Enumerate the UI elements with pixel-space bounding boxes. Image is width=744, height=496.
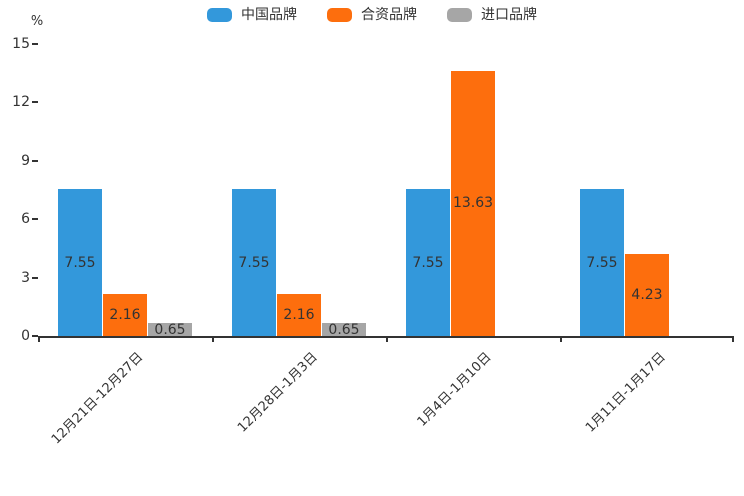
bar-value-label: 7.55 bbox=[238, 254, 270, 271]
bar-进口品牌-2[interactable] bbox=[322, 323, 366, 336]
y-tick-mark bbox=[32, 218, 38, 221]
y-tick-mark bbox=[32, 276, 38, 279]
bar-进口品牌-1[interactable] bbox=[148, 323, 192, 336]
chart-legend: 中国品牌 合资品牌 进口品牌 bbox=[0, 8, 744, 22]
y-tick-mark bbox=[32, 101, 38, 104]
x-tick-mark bbox=[732, 336, 734, 342]
y-tick-label: 0 bbox=[21, 328, 30, 344]
bar-value-label: 2.16 bbox=[109, 306, 141, 323]
bar-合资品牌-2[interactable] bbox=[277, 293, 321, 336]
x-tick-mark bbox=[560, 336, 562, 342]
x-category-label: 12月28日-1月3日 bbox=[234, 349, 321, 436]
bar-value-label: 7.55 bbox=[586, 254, 618, 271]
x-tick-mark bbox=[386, 336, 388, 342]
legend-swatch-icon bbox=[207, 8, 232, 22]
x-category-label: 12月21日-12月27日 bbox=[48, 349, 147, 448]
y-axis-unit-label: % bbox=[30, 14, 44, 29]
legend-item-1[interactable]: 中国品牌 bbox=[207, 8, 297, 22]
y-tick-mark bbox=[32, 335, 38, 337]
bar-value-label: 7.55 bbox=[64, 254, 96, 271]
bar-合资品牌-4[interactable] bbox=[625, 253, 669, 336]
x-category-label: 1月11日-1月17日 bbox=[582, 349, 669, 436]
bar-value-label: 7.55 bbox=[412, 254, 444, 271]
y-tick-mark bbox=[32, 159, 38, 162]
bar-value-label: 4.23 bbox=[631, 286, 663, 303]
bar-中国品牌-2[interactable] bbox=[232, 189, 276, 336]
bar-合资品牌-1[interactable] bbox=[103, 293, 147, 336]
legend-item-3[interactable]: 进口品牌 bbox=[447, 8, 537, 22]
bar-value-label: 2.16 bbox=[283, 306, 315, 323]
x-tick-mark bbox=[212, 336, 214, 342]
bar-value-label: 0.65 bbox=[328, 321, 360, 338]
legend-swatch-icon bbox=[447, 8, 472, 22]
legend-swatch-icon bbox=[327, 8, 352, 22]
x-category-label: 1月4日-1月10日 bbox=[414, 349, 495, 430]
y-tick-label: 6 bbox=[21, 211, 30, 228]
y-tick-mark bbox=[32, 43, 38, 45]
y-tick-label: 15 bbox=[12, 36, 30, 52]
legend-item-label: 合资品牌 bbox=[361, 7, 417, 23]
x-tick-mark bbox=[38, 336, 40, 342]
legend-item-label: 进口品牌 bbox=[481, 7, 537, 23]
bar-value-label: 13.63 bbox=[452, 195, 494, 212]
bar-中国品牌-1[interactable] bbox=[58, 189, 102, 336]
y-tick-label: 3 bbox=[21, 269, 30, 286]
bar-中国品牌-4[interactable] bbox=[580, 189, 624, 336]
bar-中国品牌-3[interactable] bbox=[406, 189, 450, 336]
legend-item-label: 中国品牌 bbox=[241, 7, 297, 23]
bar-value-label: 0.65 bbox=[154, 321, 186, 338]
bar-合资品牌-3[interactable] bbox=[451, 70, 495, 336]
y-tick-label: 12 bbox=[12, 94, 30, 111]
y-tick-label: 9 bbox=[21, 152, 30, 169]
legend-item-2[interactable]: 合资品牌 bbox=[327, 8, 417, 22]
